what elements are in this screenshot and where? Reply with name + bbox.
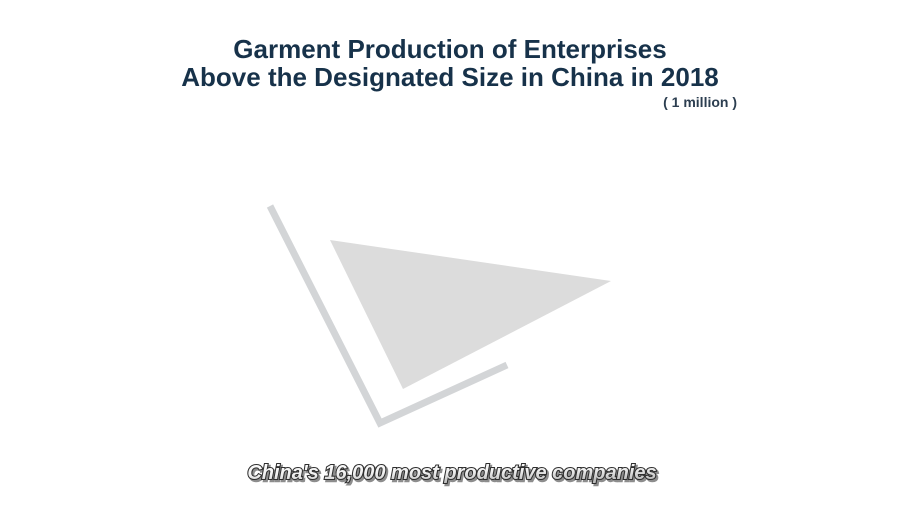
svg-text:China's 16,000 most productive: China's 16,000 most productive companies	[247, 462, 656, 484]
